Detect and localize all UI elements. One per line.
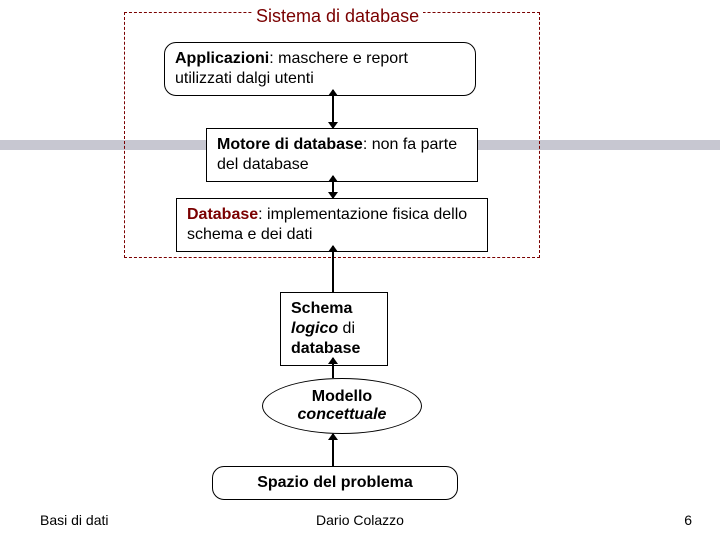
arrow-modello-spazio xyxy=(332,434,334,466)
box-applicazioni: Applicazioni: maschere e report utilizza… xyxy=(164,42,476,96)
modello-l1: Modello xyxy=(312,388,372,405)
box-motore: Motore di database: non fa parte del dat… xyxy=(206,128,478,182)
schema-l2-italic: logico xyxy=(291,320,338,337)
footer-page-number: 6 xyxy=(684,512,692,528)
footer-center: Dario Colazzo xyxy=(316,512,404,528)
box-motore-bold: Motore di database xyxy=(217,136,363,153)
ellipse-modello: Modello concettuale xyxy=(262,378,422,434)
arrow-app-motore xyxy=(332,90,334,128)
footer-left: Basi di dati xyxy=(40,512,108,528)
box-database-bold: Database xyxy=(187,206,258,223)
box-spazio: Spazio del problema xyxy=(212,466,458,500)
arrow-schema-modello xyxy=(332,358,334,378)
box-database: Database: implementazione fisica dello s… xyxy=(176,198,488,252)
arrow-db-schema xyxy=(332,246,334,292)
frame-title: Sistema di database xyxy=(252,6,423,27)
arrow-motore-db xyxy=(332,176,334,198)
schema-l3: database xyxy=(291,340,360,357)
box-applicazioni-bold: Applicazioni xyxy=(175,50,269,67)
spazio-bold: Spazio del problema xyxy=(257,474,413,491)
schema-l2-rest: di xyxy=(338,320,355,337)
modello-l2: concettuale xyxy=(298,406,387,423)
schema-l1: Schema xyxy=(291,300,352,317)
box-schema: Schema logico di database xyxy=(280,292,388,366)
